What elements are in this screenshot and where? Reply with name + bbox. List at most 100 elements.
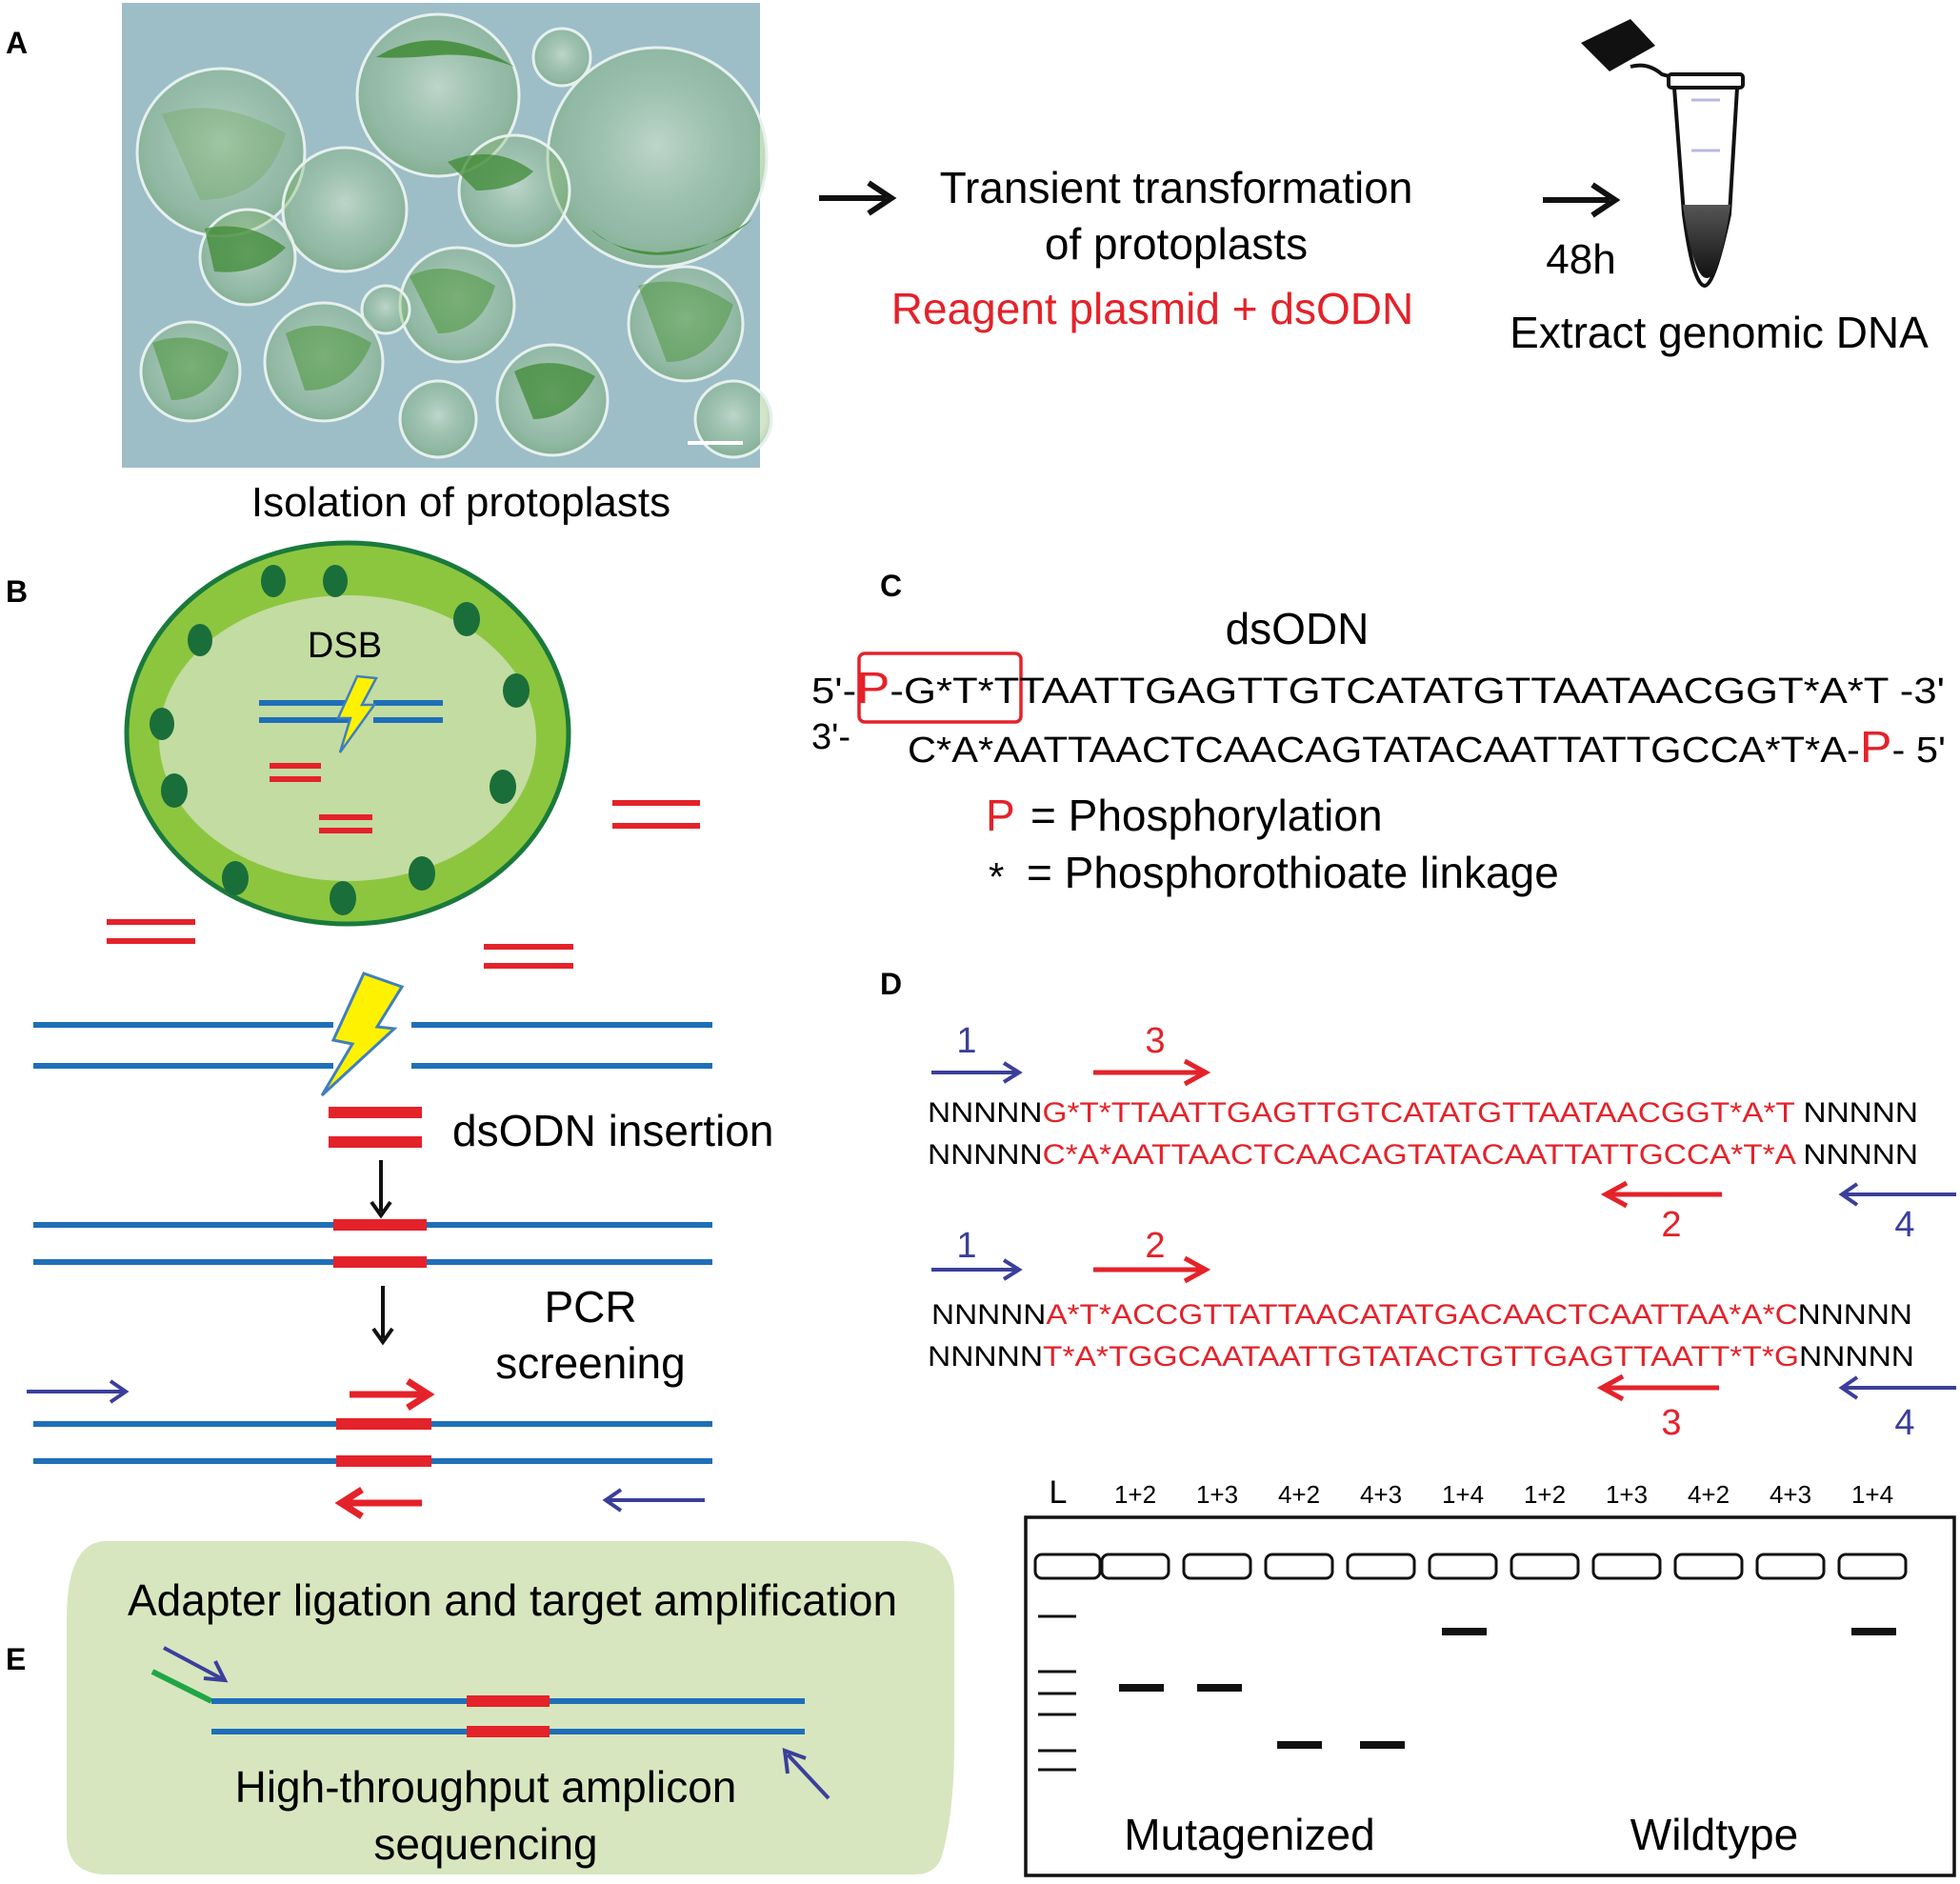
sequencing-label-line1: High-throughput amplicon [235,1762,737,1812]
chloroplast-cluster [448,154,533,190]
chloroplast-cluster [205,226,286,272]
panel-label-a: A [6,26,28,60]
bottom-3prime: 3'- [811,717,850,757]
primer-arrow-4 [1838,1182,1956,1207]
primer-arrow-2 [1600,1180,1722,1209]
primer-arrow-3 [1596,1373,1719,1402]
amplicon-diagram [150,1646,830,1800]
extract-dna-label: Extract genomic DNA [1510,308,1929,357]
time-label: 48h [1546,236,1615,283]
protoplast-cell [457,133,571,248]
bottom-5prime: - 5' [1891,731,1946,771]
lane-label: 1+3 [1196,1480,1238,1509]
phosphorylation-highlight-box [857,651,1023,724]
seq-top: NNNNN G*T*TTAATTGAGTTGTCATATGTTAATAACGGT*… [928,1097,1918,1129]
primer-arrow-1 [931,1061,1023,1084]
chloroplast [330,881,356,915]
primer-arrow-forward-outer [27,1379,130,1404]
panel-label-b: B [6,574,28,609]
panel-label-d: D [880,967,902,1001]
flank: NNNNN [1798,1299,1912,1331]
insert: A*T*ACCGTTATTAACATATGACAACTCAATTAA*A*C [1046,1299,1797,1331]
flank: NNNNN [1794,1139,1918,1171]
pcr-template [27,1378,712,1519]
chloroplast [150,708,174,740]
insertion-label: dsODN insertion [452,1106,773,1155]
adapter-ligation-label: Adapter ligation and target amplificatio… [128,1575,897,1625]
lane-label: 1+4 [1442,1480,1484,1509]
flank: NNNNN [928,1097,1042,1129]
primer-label-3: 3 [1661,1403,1681,1443]
arrow-48h [1543,182,1621,218]
dsodn-fragment [329,1136,422,1148]
flank: NNNNN [1794,1097,1918,1129]
primer-label-3: 3 [1145,1021,1165,1061]
primer-label-2: 2 [1661,1205,1681,1245]
legend-star-text: = Phosphorothioate linkage [1027,848,1559,897]
primer-label-1: 1 [956,1226,976,1266]
well [1591,1553,1662,1580]
chloroplast [503,673,530,708]
lane-label: 1+2 [1524,1480,1566,1509]
primer-arrow-1 [931,1258,1023,1281]
seq-top: NNNNN A*T*ACCGTTATTAACATATGACAACTCAATTAA*… [931,1299,1912,1331]
insert: C*A*AATTAACTCAACAGTATACAATTATTGCCA*T*A [1043,1139,1796,1171]
primer-arrow-adapter [163,1646,229,1683]
reagent-text: Reagent plasmid + dsODN [891,284,1413,333]
group-wildtype: Wildtype [1630,1810,1798,1859]
nuclear-dna-break [259,674,443,753]
chloroplast [222,861,249,895]
chloroplast-cluster [410,269,495,333]
well [1673,1553,1744,1580]
chloroplast [409,856,435,891]
chloroplast [261,565,286,597]
dsodn-top-strand: 5'- P -G*T*TTAATTGAGTTGTCATATGTTAATAACGGT*… [811,663,1945,712]
down-arrow [371,1286,394,1346]
flank: NNNNN [928,1341,1043,1373]
lane-label: 4+3 [1360,1480,1402,1509]
protoplast-cell [693,379,773,459]
ngs-box [67,1541,954,1874]
sequencing-label-line2: sequencing [373,1819,597,1869]
primer-arrow-4 [1838,1375,1956,1400]
dsodn-title: dsODN [1226,604,1370,653]
gel: L 1+2 1+3 4+2 4+3 1+4 1+2 1+3 4+2 4+3 1+4 Mutagen… [1024,1474,1956,1877]
micrograph [122,3,773,468]
chloroplast-cluster [514,363,595,419]
insert: T*A*TGGCAATAATTGTATACTGTTGAGTTAATT*T*G [1043,1341,1799,1373]
chloroplast-cluster [162,108,286,200]
ladder-label: L [1050,1474,1068,1511]
primer-arrow-forward-inner [350,1378,435,1411]
arrow-to-transformation [819,180,897,216]
chloroplast [161,773,188,808]
lane-label: 4+2 [1278,1480,1320,1509]
primer-arrow-2 [1093,1255,1211,1284]
dna-with-insertion [33,1219,712,1268]
seq-bottom: NNNNN T*A*TGGCAATAATTGTATACTGTTGAGTTAATT*… [928,1341,1914,1373]
legend-p-symbol: P [986,791,1015,840]
seq-bottom: NNNNN C*A*AATTAACTCAACAGTATACAATTATTGCCA*… [928,1139,1918,1171]
primer-label-2: 2 [1145,1226,1165,1266]
chloroplast-cluster [376,40,514,67]
dsodn-molecules [107,763,700,969]
well [1837,1553,1908,1580]
lightning-icon [336,674,378,753]
well [1755,1553,1826,1580]
protoplast-cell [531,27,592,88]
caption-isolation: Isolation of protoplasts [251,479,670,526]
protoplast-cell [281,146,409,273]
transformation-line2: of protoplasts [1045,219,1308,269]
chloroplast-cluster [286,326,371,391]
group-mutagenized: Mutagenized [1124,1810,1374,1859]
sample-bands [1119,1628,1896,1749]
flank: NNNNN [931,1299,1046,1331]
bottom-sequence: C*A*AATTAACTCAACAGTATACAATTATTGCCA*T*A- [908,731,1860,771]
bottom-phosphate: P [1860,722,1892,772]
well-ladder [1033,1553,1102,1580]
protoplast-cell [360,284,411,335]
primer-arrow-reverse [782,1748,830,1800]
wells [1033,1553,1908,1580]
well [1264,1553,1334,1580]
protoplast-cell [398,379,478,459]
